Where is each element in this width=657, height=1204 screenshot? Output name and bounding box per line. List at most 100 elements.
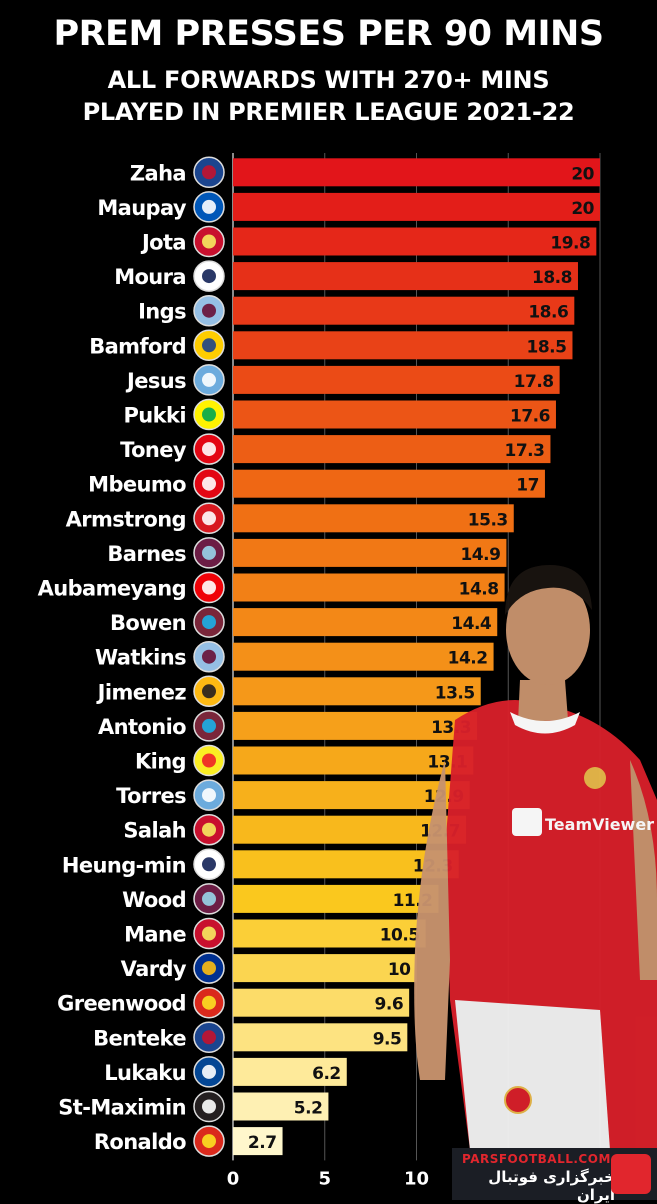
value-label: 13.5	[435, 683, 475, 703]
chart-subtitle-line-2: PLAYED IN PREMIER LEAGUE 2021-22	[82, 98, 575, 126]
watermark-tagline: خبرگزاری فوتبال ایران	[488, 1168, 615, 1204]
value-label: 20	[571, 164, 594, 184]
watermark-site: PARSFOOTBALL.COM	[462, 1152, 611, 1166]
value-label: 5.2	[294, 1099, 323, 1119]
x-tick-label: 0	[227, 1168, 240, 1189]
bar	[233, 538, 507, 567]
club-badge-icon	[193, 1125, 225, 1157]
player-label: Jimenez	[96, 680, 187, 704]
player-label: Heung-min	[62, 853, 186, 877]
player-label: Bowen	[110, 611, 186, 635]
club-badge-icon	[193, 571, 225, 604]
bar	[233, 884, 439, 913]
player-label: Antonio	[98, 715, 186, 739]
club-badge-icon	[193, 675, 225, 708]
bar	[233, 400, 556, 429]
value-label: 11.2	[393, 891, 433, 911]
club-badge-icon	[193, 156, 225, 189]
value-label: 14.4	[451, 614, 492, 634]
bar	[233, 1057, 347, 1086]
x-tick-label: 10	[404, 1168, 429, 1189]
value-label: 18.8	[532, 268, 572, 288]
club-badge-icon	[193, 744, 225, 777]
player-label: Lukaku	[104, 1061, 186, 1085]
club-badge-icon	[193, 710, 225, 742]
player-label: Moura	[114, 265, 186, 289]
value-label: 6.2	[312, 1064, 341, 1084]
bar	[233, 1023, 408, 1052]
value-label: 17	[516, 476, 539, 496]
value-label: 12.7	[420, 822, 460, 842]
bar	[233, 919, 426, 948]
player-label: Vardy	[121, 957, 187, 981]
value-label: 18.6	[528, 303, 568, 323]
bar	[233, 469, 545, 498]
club-badge-icon	[193, 606, 225, 638]
club-badge-icon	[193, 952, 225, 984]
club-badge-icon	[193, 813, 225, 846]
player-label: Mane	[124, 923, 186, 947]
player-label: Watkins	[95, 646, 186, 670]
bar	[233, 1092, 329, 1121]
club-badge-icon	[193, 1056, 225, 1088]
value-label: 13.1	[427, 753, 467, 773]
value-label: 17.6	[510, 407, 550, 427]
bar	[233, 1127, 283, 1156]
value-label: 13.3	[431, 718, 471, 738]
player-label: Toney	[120, 438, 187, 462]
bar	[233, 954, 417, 983]
club-badge-icon	[193, 225, 225, 258]
value-label: 17.3	[505, 441, 545, 461]
player-label: King	[135, 750, 186, 774]
bar	[233, 711, 478, 740]
bar	[233, 608, 498, 637]
club-badge-icon	[193, 329, 225, 362]
value-label: 9.5	[373, 1029, 402, 1049]
player-label: Jota	[140, 231, 186, 255]
bar	[233, 642, 494, 671]
bar	[233, 227, 597, 256]
club-badge-icon	[193, 294, 225, 327]
player-label: Maupay	[97, 196, 187, 220]
bar	[233, 365, 560, 394]
player-label: Greenwood	[57, 992, 186, 1016]
club-badge-icon	[193, 191, 225, 223]
bar	[233, 331, 573, 360]
player-label: Armstrong	[66, 507, 186, 531]
club-badge-icon	[193, 1021, 225, 1054]
value-label: 12.9	[424, 787, 464, 807]
bar	[233, 677, 481, 706]
club-badge-icon	[193, 848, 225, 881]
value-label: 20	[571, 199, 594, 219]
player-label: Torres	[116, 784, 186, 808]
value-label: 10.5	[380, 926, 420, 946]
player-label: Zaha	[130, 161, 186, 185]
value-label: 14.2	[448, 649, 488, 669]
chart-subtitle-line-1: ALL FORWARDS WITH 270+ MINS	[107, 66, 550, 94]
player-label: Barnes	[107, 542, 186, 566]
value-label: 14.9	[460, 545, 500, 565]
chart-title: PREM PRESSES PER 90 MINS	[53, 14, 604, 54]
club-badge-icon	[193, 779, 225, 811]
bar	[233, 296, 575, 325]
x-tick-label: 5	[318, 1168, 331, 1189]
value-label: 15.3	[468, 510, 508, 530]
player-label: Benteke	[93, 1026, 186, 1050]
value-label: 19.8	[550, 234, 590, 254]
player-label: Ings	[138, 300, 186, 324]
bar	[233, 158, 600, 187]
player-label: Aubameyang	[38, 577, 186, 601]
watermark-logo-icon	[611, 1154, 651, 1194]
club-badge-icon	[193, 537, 225, 569]
club-badge-icon	[193, 502, 225, 535]
watermark: PARSFOOTBALL.COM خبرگزاری فوتبال ایران	[452, 1148, 657, 1204]
bar	[233, 573, 505, 602]
club-badge-icon	[193, 917, 225, 950]
club-badge-icon	[193, 986, 225, 1019]
club-badge-icon	[193, 640, 225, 673]
bar	[233, 504, 514, 533]
bar	[233, 435, 551, 464]
player-label: Jesus	[125, 369, 186, 393]
club-badge-icon	[193, 364, 225, 396]
value-label: 18.5	[527, 337, 567, 357]
